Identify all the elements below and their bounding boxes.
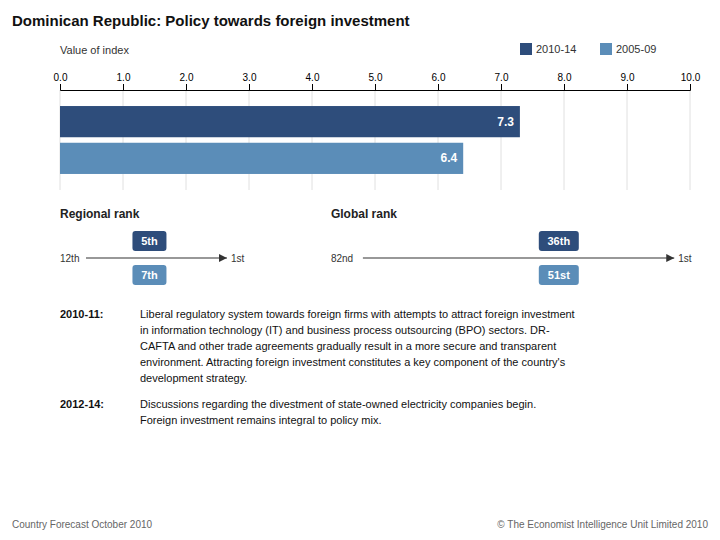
rank-label: Regional rank <box>60 207 140 221</box>
tick-mark <box>312 84 313 90</box>
axis-label: Value of index <box>60 44 129 56</box>
tick-label: 0.0 <box>54 72 68 83</box>
x-axis: 0.0 1.0 2.0 3.0 4.0 5.0 6.0 7.0 8.0 9.0 10.0 <box>54 72 701 91</box>
axis-domain <box>61 84 691 91</box>
tick-mark <box>249 84 250 90</box>
rank-from: 12th <box>60 253 79 264</box>
tick: 5.0 <box>369 72 383 90</box>
grid-line <box>564 90 565 190</box>
legend-label: 2010-14 <box>536 43 576 55</box>
rank-to: 1st <box>678 253 692 264</box>
rank-badge-label: 7th <box>141 269 158 281</box>
tick: 2.0 <box>180 72 194 90</box>
tick-mark <box>123 84 124 90</box>
data-label: 7.3 <box>497 115 514 129</box>
tick: 10.0 <box>681 72 701 90</box>
rank-badge-label: 51st <box>548 269 570 281</box>
tick-mark <box>60 84 61 90</box>
bars <box>60 106 520 174</box>
grid-line <box>312 90 313 190</box>
rank-badge <box>132 265 166 285</box>
rank-arrow <box>86 257 227 258</box>
commentary-line: Liberal regulatory system towards foreig… <box>140 308 575 320</box>
commentary-label: 2012-14: <box>60 398 104 410</box>
grid-line <box>123 90 124 190</box>
tick-mark <box>501 84 502 90</box>
legend-swatch <box>600 43 612 55</box>
rank-section: Regional rank 12th 1st 5th 7th Global rank 82n… <box>60 207 692 285</box>
tick-label: 5.0 <box>369 72 383 83</box>
tick: 8.0 <box>558 72 572 90</box>
rank-arrow <box>363 257 674 258</box>
rank-badge-label: 36th <box>547 235 570 247</box>
chart-root: Dominican Republic: Policy towards forei… <box>0 0 720 540</box>
tick-mark <box>375 84 376 90</box>
tick: 0.0 <box>54 72 68 90</box>
rank-badge <box>539 231 579 251</box>
tick-mark <box>438 84 439 90</box>
tick-label: 2.0 <box>180 72 194 83</box>
tick-label: 4.0 <box>306 72 320 83</box>
grid-line <box>501 90 502 190</box>
legend: 2010-14 2005-09 <box>520 43 656 55</box>
commentary-line: CAFTA and other trade agreements gradual… <box>140 340 556 352</box>
rank-badge <box>539 265 579 285</box>
tick-label: 10.0 <box>681 72 701 83</box>
legend-swatch <box>520 43 532 55</box>
tick-label: 9.0 <box>621 72 635 83</box>
tick: 6.0 <box>432 72 446 90</box>
title: Dominican Republic: Policy towards forei… <box>12 12 410 29</box>
tick-mark <box>564 84 565 90</box>
rank-label: Global rank <box>331 207 397 221</box>
commentary-line: Discussions regarding the divestment of … <box>140 398 536 410</box>
bar <box>60 106 520 137</box>
grid <box>60 90 690 190</box>
data-label: 6.4 <box>441 151 458 165</box>
commentary-line: Foreign investment remains integral to p… <box>140 414 381 426</box>
legend-label: 2005-09 <box>616 43 656 55</box>
footer: © The Economist Intelligence Unit Limite… <box>497 519 708 530</box>
bar <box>60 143 463 174</box>
tick-label: 8.0 <box>558 72 572 83</box>
grid-line <box>627 90 628 190</box>
grid-line <box>249 90 250 190</box>
rank-from: 82nd <box>331 253 353 264</box>
tick-mark <box>690 84 691 90</box>
commentary-label: 2010-11: <box>60 308 103 320</box>
rank-badge-label: 5th <box>141 235 158 247</box>
grid-line <box>438 90 439 190</box>
tick: 3.0 <box>243 72 257 90</box>
tick-mark <box>186 84 187 90</box>
rank-to: 1st <box>231 253 245 264</box>
grid-line <box>690 90 691 190</box>
data-labels: 7.3 6.4 <box>441 115 515 166</box>
tick: 4.0 <box>306 72 320 90</box>
grid-line <box>375 90 376 190</box>
commentary-line: in information technology (IT) and busin… <box>140 324 550 336</box>
tick: 1.0 <box>117 72 131 90</box>
tick-label: 1.0 <box>117 72 131 83</box>
tick-label: 7.0 <box>495 72 509 83</box>
grid-line <box>60 90 61 190</box>
tick: 7.0 <box>495 72 509 90</box>
commentary: 2010-11: Liberal regulatory system toward… <box>60 308 575 426</box>
tick-label: 3.0 <box>243 72 257 83</box>
tick-label: 6.0 <box>432 72 446 83</box>
rank-badge <box>132 231 166 251</box>
commentary-line: environment. Attracting foreign investme… <box>140 356 566 368</box>
tick-mark <box>627 84 628 90</box>
footer: Country Forecast October 2010 <box>12 519 153 530</box>
tick: 9.0 <box>621 72 635 90</box>
commentary-line: development strategy. <box>140 372 247 384</box>
grid-line <box>186 90 187 190</box>
